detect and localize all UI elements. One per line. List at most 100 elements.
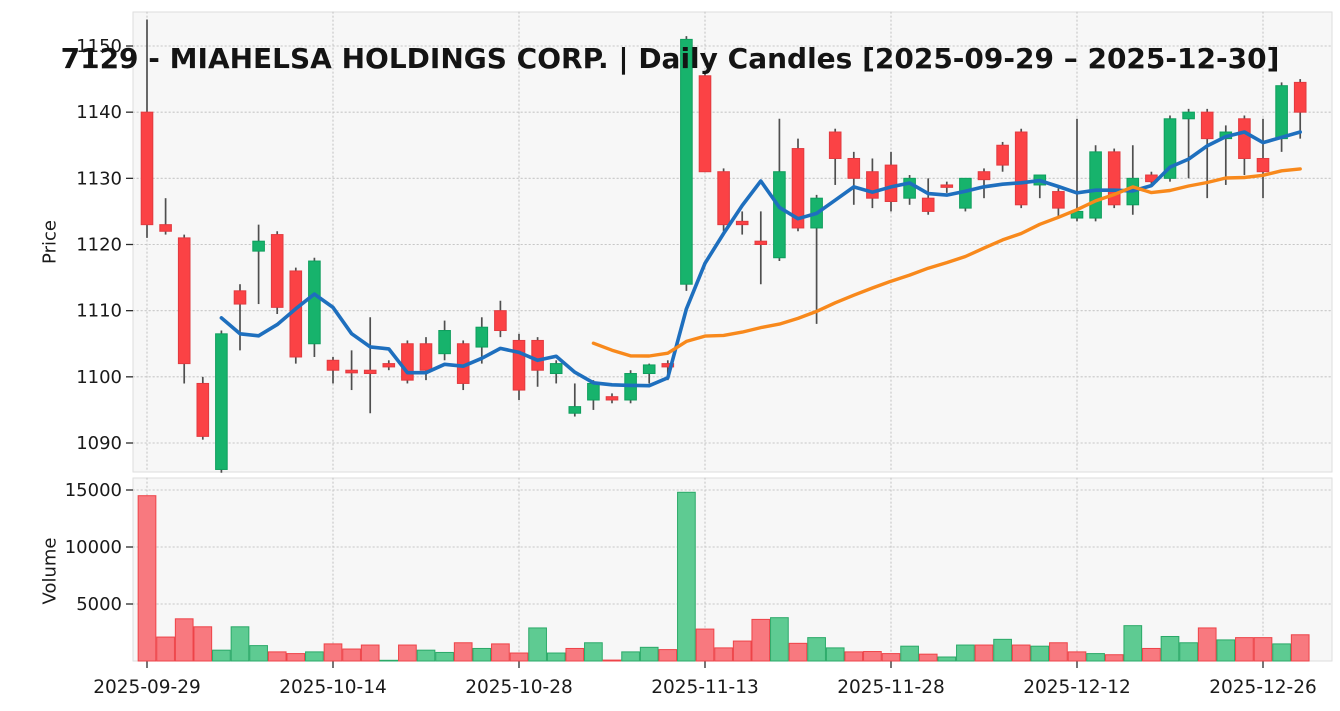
price-tick-label: 1140 bbox=[76, 102, 122, 123]
volume-bar bbox=[993, 638, 1012, 662]
candle-body-down bbox=[233, 290, 247, 305]
volume-bar bbox=[416, 649, 436, 662]
volume-bar bbox=[1197, 627, 1217, 662]
volume-bar bbox=[174, 618, 194, 662]
candle-body-up bbox=[549, 363, 563, 375]
volume-bar bbox=[249, 645, 268, 662]
volume-bar bbox=[546, 652, 566, 662]
candle-body-down bbox=[698, 75, 712, 173]
volume-bar bbox=[472, 647, 492, 662]
volume-bar bbox=[844, 651, 864, 662]
volume-bar bbox=[918, 653, 938, 662]
price-tick-label: 1120 bbox=[76, 235, 122, 256]
ma-slow-line bbox=[591, 167, 1302, 358]
volume-bar bbox=[342, 648, 361, 662]
volume-bar bbox=[956, 644, 975, 662]
date-tick-label: 2025-12-12 bbox=[1023, 677, 1131, 698]
volume-bar bbox=[751, 618, 771, 662]
candle-body-down bbox=[177, 237, 191, 365]
candle-body-down bbox=[1238, 118, 1251, 159]
volume-bar bbox=[1290, 634, 1310, 662]
candle-body-up bbox=[1089, 151, 1102, 219]
price-tick-label: 1150 bbox=[76, 36, 122, 57]
volume-bar bbox=[1030, 645, 1050, 662]
volume-bar bbox=[584, 642, 603, 662]
volume-bar bbox=[435, 651, 454, 662]
volume-bar bbox=[825, 647, 845, 662]
candle-body-down bbox=[1052, 191, 1065, 209]
candle-body-down bbox=[661, 363, 675, 368]
price-axis-label: Price bbox=[39, 220, 61, 264]
volume-bar bbox=[323, 643, 343, 662]
candle-body-up bbox=[568, 406, 582, 414]
volume-bar bbox=[267, 651, 287, 662]
volume-bar bbox=[974, 644, 994, 662]
volume-bar bbox=[528, 627, 547, 662]
candle-body-down bbox=[735, 220, 749, 226]
candle-body-down bbox=[1200, 111, 1214, 140]
candle-body-up bbox=[308, 260, 321, 345]
volume-bar bbox=[863, 651, 882, 662]
chart-title: 7129 - MIAHELSA HOLDINGS CORP. | Daily C… bbox=[60, 42, 1280, 75]
volume-bar bbox=[286, 653, 306, 662]
volume-bar bbox=[602, 659, 622, 662]
candle-body-down bbox=[940, 184, 954, 188]
volume-bar bbox=[937, 656, 957, 662]
candle-body-up bbox=[438, 330, 451, 355]
candle-body-down bbox=[1107, 151, 1121, 206]
volume-tick-label: 5000 bbox=[76, 594, 122, 615]
volume-axis-label: Volume bbox=[39, 537, 61, 605]
volume-bar bbox=[379, 659, 399, 662]
candle-body-down bbox=[866, 171, 879, 199]
candle-body-down bbox=[382, 363, 396, 368]
volume-bar bbox=[695, 628, 715, 662]
candle-body-down bbox=[717, 171, 730, 226]
date-tick-label: 2025-11-13 bbox=[651, 677, 759, 698]
volume-bar bbox=[156, 636, 175, 662]
volume-bar bbox=[305, 651, 324, 662]
volume-bar bbox=[360, 644, 380, 662]
volume-bar bbox=[193, 626, 213, 662]
volume-bar bbox=[807, 637, 826, 662]
candle-body-down bbox=[996, 144, 1009, 166]
volume-bar bbox=[1235, 637, 1254, 662]
volume-bar bbox=[212, 649, 231, 662]
volume-bar bbox=[1216, 639, 1236, 662]
volume-bar bbox=[1067, 651, 1087, 662]
volume-bar bbox=[732, 640, 752, 662]
candle-body-down bbox=[363, 369, 377, 375]
price-tick-label: 1090 bbox=[76, 433, 122, 454]
volume-bar bbox=[714, 647, 733, 662]
price-tick-label: 1110 bbox=[76, 301, 122, 322]
price-tick-label: 1100 bbox=[76, 367, 122, 388]
candle-body-down bbox=[847, 157, 861, 179]
candle-body-up bbox=[1182, 111, 1195, 120]
candle-body-up bbox=[680, 38, 693, 285]
volume-bar bbox=[1104, 654, 1124, 662]
candle-body-up bbox=[642, 364, 656, 375]
volume-bar bbox=[230, 626, 250, 662]
candle-body-down bbox=[1256, 157, 1270, 173]
candle-body-down bbox=[754, 240, 768, 246]
candle-body-down bbox=[791, 148, 805, 229]
candle-body-down bbox=[1293, 81, 1307, 113]
volume-bars bbox=[137, 491, 1310, 662]
volume-bar bbox=[1160, 635, 1180, 662]
candle-body-up bbox=[1163, 118, 1177, 179]
date-tick-label: 2025-10-14 bbox=[279, 677, 387, 698]
volume-bar bbox=[137, 495, 157, 662]
volume-tick-label: 15000 bbox=[65, 480, 122, 501]
volume-bar bbox=[639, 646, 659, 662]
candle-body-down bbox=[531, 339, 544, 371]
volume-bar bbox=[1179, 642, 1198, 662]
date-tick-label: 2025-12-26 bbox=[1209, 677, 1317, 698]
volume-bar bbox=[770, 617, 789, 662]
candle-body-down bbox=[270, 234, 284, 308]
volume-bar bbox=[677, 491, 696, 662]
date-tick-label: 2025-10-28 bbox=[465, 677, 573, 698]
candle-body-down bbox=[140, 111, 154, 226]
volume-bar bbox=[509, 652, 529, 662]
candle-body-up bbox=[215, 333, 228, 470]
